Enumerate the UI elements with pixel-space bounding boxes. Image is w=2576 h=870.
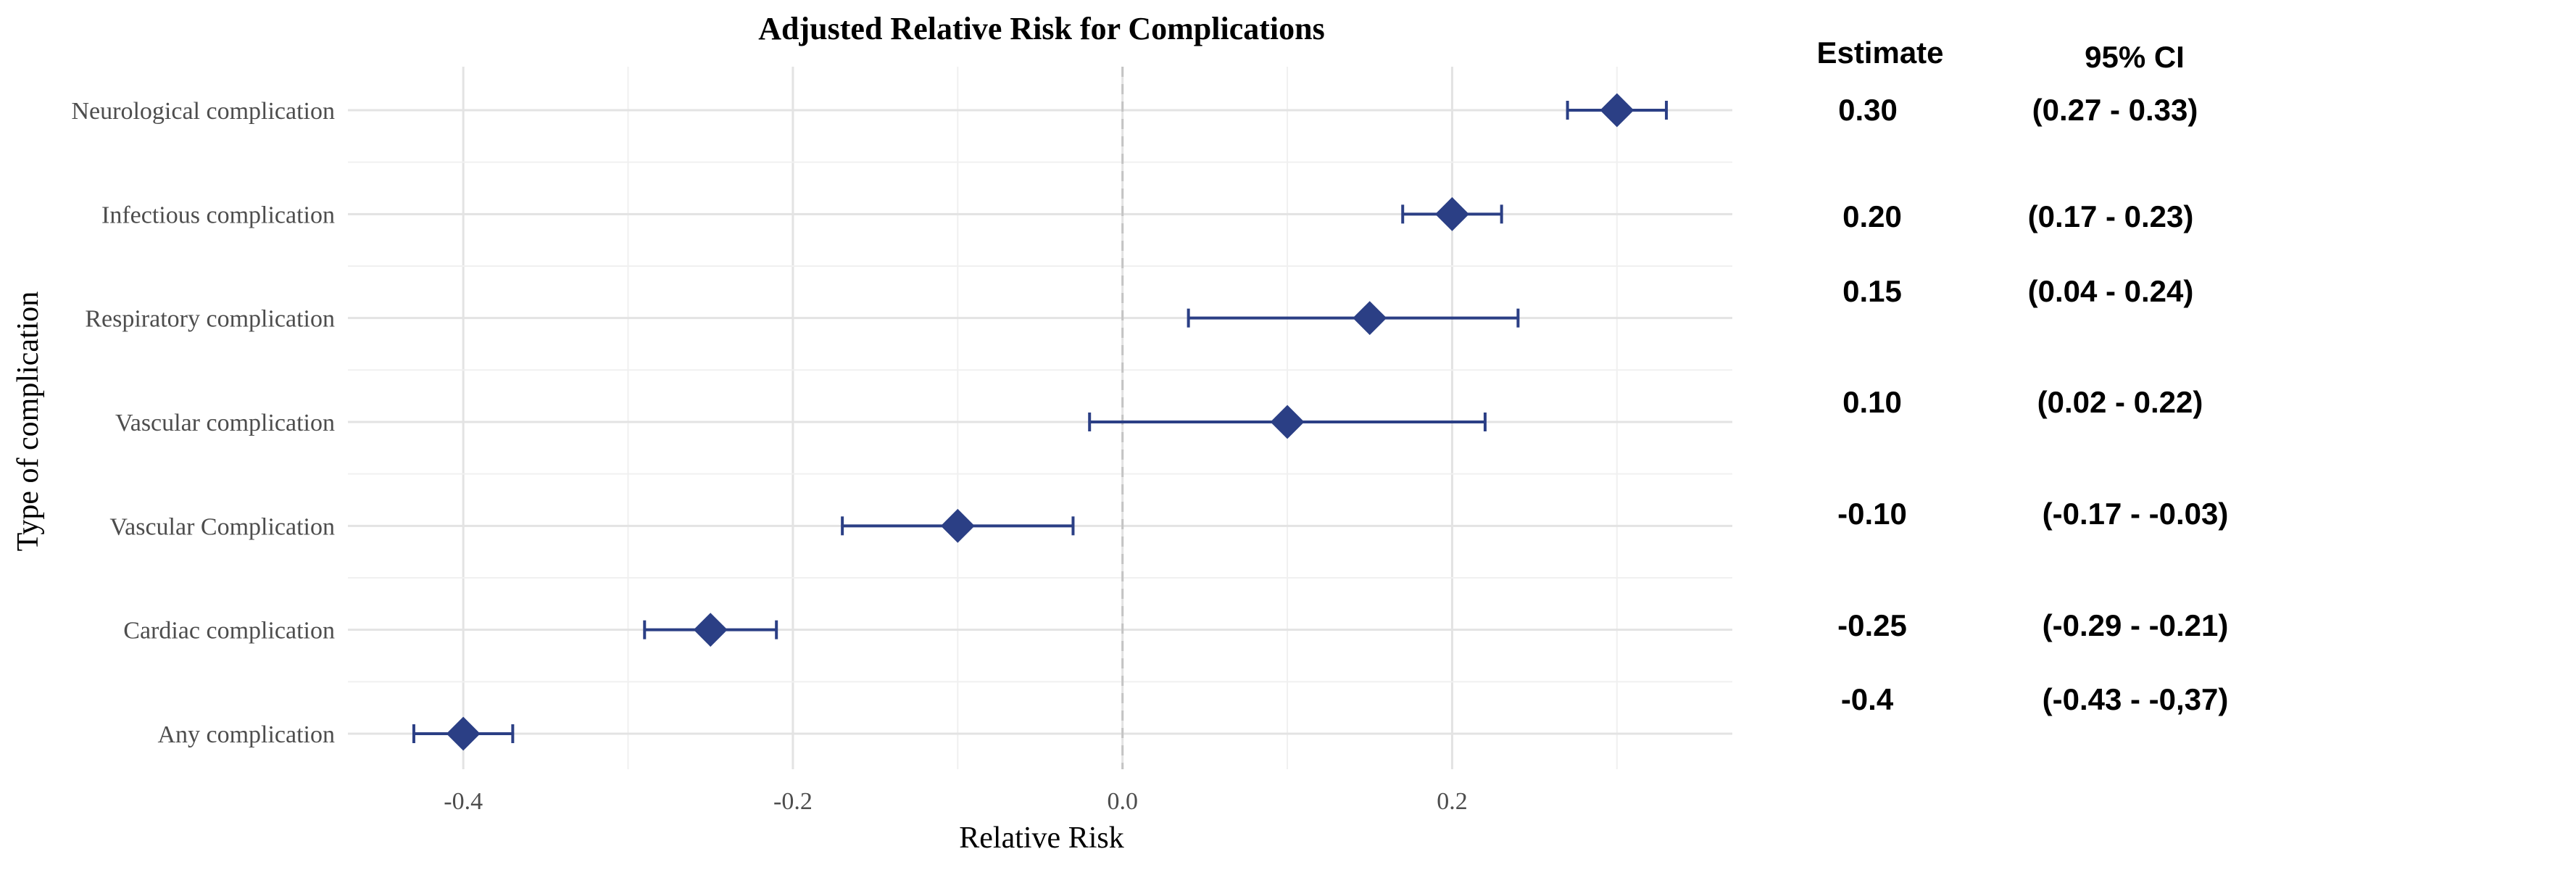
ci-column-header: 95% CI (2085, 40, 2185, 74)
ci-value: (-0.29 - -0.21) (2043, 608, 2229, 642)
y-tick-label: Vascular complication (115, 410, 335, 436)
ci-value: (0.17 - 0.23) (2028, 199, 2194, 233)
estimate-column-header: Estimate (1816, 36, 1943, 70)
y-tick-label: Respiratory complication (85, 306, 335, 333)
marks-layer (412, 93, 1669, 751)
x-tick-label: -0.2 (773, 788, 813, 815)
ci-value: (0.04 - 0.24) (2028, 274, 2194, 308)
estimate-point (446, 716, 481, 751)
ci-value: (0.02 - 0.22) (2037, 385, 2203, 419)
estimate-value: 0.20 (1842, 199, 1902, 233)
ci-value: (0.27 - 0.33) (2032, 93, 2198, 127)
ci-value: (-0.43 - -0,37) (2043, 682, 2229, 716)
estimate-table: 0.30 (0.27 - 0.33) 0.20 (0.17 - 0.23) 0.15 (0… (1837, 93, 2228, 716)
estimate-point (1270, 405, 1305, 439)
estimate-point (940, 508, 975, 543)
y-tick-label: Any complication (157, 721, 335, 748)
grid-layer (348, 67, 1732, 769)
estimate-value: 0.10 (1842, 385, 1902, 419)
estimate-value: 0.15 (1842, 274, 1902, 308)
chart-title: Adjusted Relative Risk for Complications (758, 11, 1324, 46)
ci-value: (-0.17 - -0.03) (2043, 497, 2229, 531)
estimate-value: -0.4 (1841, 682, 1894, 716)
y-tick-label: Infectious complication (101, 202, 335, 228)
labels-layer: -0.4 -0.2 0.0 0.2 Neurological complication I… (72, 98, 1468, 815)
y-tick-label: Cardiac complication (123, 618, 335, 645)
y-tick-label: Neurological complication (72, 98, 336, 125)
y-tick-label: Vascular Complication (109, 513, 335, 540)
x-tick-label: -0.4 (444, 788, 483, 815)
estimate-point (693, 613, 728, 647)
estimate-point (1600, 93, 1634, 128)
estimate-point (1353, 301, 1387, 336)
estimate-value: 0.30 (1838, 93, 1898, 127)
x-tick-label: 0.2 (1437, 788, 1468, 815)
estimate-value: -0.10 (1837, 497, 1907, 531)
estimate-value: -0.25 (1837, 608, 1907, 642)
x-axis-label: Relative Risk (959, 821, 1123, 855)
x-tick-label: 0.0 (1107, 788, 1138, 815)
y-axis-label: Type of complication (12, 291, 45, 552)
estimate-point (1435, 196, 1469, 231)
